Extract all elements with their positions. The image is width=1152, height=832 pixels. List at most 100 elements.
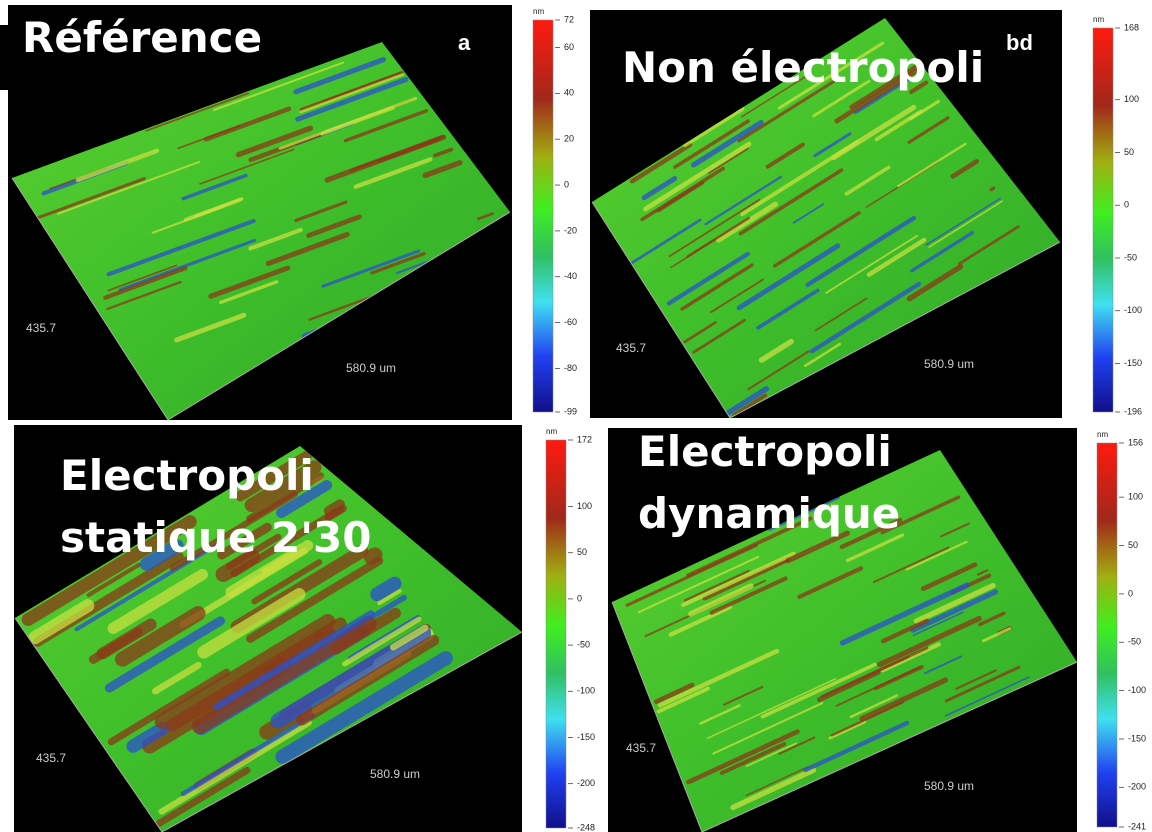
texture-streak xyxy=(805,215,917,287)
texture-streak xyxy=(772,211,861,268)
texture-streak xyxy=(910,589,999,633)
surface xyxy=(592,18,1060,418)
colorbar-tick-label: -100 xyxy=(1128,685,1146,695)
texture-streak xyxy=(629,218,702,265)
colorbar-tick-label: -50 xyxy=(1124,252,1137,262)
texture-streak xyxy=(107,668,231,746)
texture-streak xyxy=(785,530,851,564)
colorbar-tick-label: 0 xyxy=(1128,588,1133,598)
texture-streak xyxy=(118,238,257,292)
axis-label: 435.7 xyxy=(616,341,646,355)
texture-streak xyxy=(716,201,779,243)
axis-edge xyxy=(14,617,523,832)
texture-streak xyxy=(702,556,791,601)
texture-streak xyxy=(758,338,794,363)
texture-streak xyxy=(657,648,780,708)
texture-streak xyxy=(768,496,840,531)
texture-streak xyxy=(208,265,291,299)
colorbar-tick-label: 60 xyxy=(564,42,574,52)
panel-title: Non électropoli xyxy=(622,43,984,92)
texture-streak xyxy=(145,92,250,132)
texture-streak xyxy=(699,704,741,725)
texture-streak xyxy=(797,566,864,599)
texture-streak xyxy=(177,124,241,150)
texture-streak xyxy=(299,73,405,114)
colorbar-tick-label: -60 xyxy=(564,317,577,327)
texture-streak xyxy=(126,721,169,753)
texture-streak xyxy=(686,729,800,785)
colorbar-unit: nm xyxy=(546,427,557,436)
texture-streak xyxy=(828,720,867,740)
texture-streak xyxy=(275,651,453,764)
texture-streak xyxy=(212,61,345,112)
texture-streak xyxy=(880,618,930,644)
texture-streak xyxy=(859,677,949,722)
texture-streak xyxy=(278,96,418,150)
texture-streak xyxy=(976,569,989,576)
colorbar-tick-label: 172 xyxy=(577,434,592,444)
texture-streak xyxy=(643,141,752,212)
texture-streak xyxy=(235,450,313,502)
texture-streak xyxy=(839,517,903,550)
texture-streak xyxy=(36,177,146,220)
texture-streak xyxy=(293,57,387,95)
texture-streak xyxy=(235,125,314,158)
axis-label: 580.9 um xyxy=(346,361,396,375)
texture-streak xyxy=(174,312,247,343)
texture-streak xyxy=(707,147,749,175)
texture-streak xyxy=(910,230,975,273)
texture-streak xyxy=(845,533,905,563)
texture-streak xyxy=(778,736,816,755)
colorbar-tick-label: -20 xyxy=(564,225,577,235)
texture-streak xyxy=(877,615,982,668)
texture-streak xyxy=(803,342,841,368)
colorbar xyxy=(1096,442,1118,828)
texture-streak xyxy=(75,148,160,183)
texture-streak xyxy=(199,148,295,185)
colorbar xyxy=(1092,27,1114,413)
texture-streak xyxy=(777,41,885,110)
texture-streak xyxy=(226,533,282,570)
texture-streak xyxy=(181,173,248,201)
texture-streak xyxy=(944,665,1021,703)
colorbar-tick-label: -241 xyxy=(1128,821,1146,831)
colorbar-tick-label: -150 xyxy=(1124,358,1142,368)
texture-streak xyxy=(215,549,260,582)
axis-label: 580.9 um xyxy=(924,779,974,793)
texture-streak xyxy=(725,386,770,416)
texture-streak xyxy=(792,203,825,224)
texture-streak xyxy=(880,495,961,535)
texture-streak xyxy=(197,588,306,659)
texture-streak xyxy=(730,767,817,811)
texture-streak xyxy=(825,234,918,294)
texture-streak xyxy=(106,218,256,277)
texture-streak xyxy=(180,713,316,797)
texture-streak xyxy=(379,138,440,163)
texture-streak xyxy=(683,321,717,344)
colorbar-tick-label: 40 xyxy=(564,88,574,98)
texture-streak xyxy=(844,165,891,196)
axis-label: 435.7 xyxy=(36,751,66,765)
texture-streak xyxy=(923,655,963,675)
texture-streak xyxy=(950,159,979,179)
texture-streak xyxy=(219,280,279,305)
axis-label: 580.9 um xyxy=(370,767,420,781)
texture-streak xyxy=(154,614,336,729)
texture-streak xyxy=(230,505,344,578)
axis-edge xyxy=(11,177,511,421)
texture-streak xyxy=(803,720,910,773)
texture-streak xyxy=(57,160,201,215)
surface-texture xyxy=(629,41,1020,417)
texture-streak xyxy=(686,216,750,258)
texture-streak xyxy=(738,168,844,236)
texture-streak xyxy=(21,515,197,626)
texture-streak xyxy=(722,685,764,706)
colorbar-tick-label: 100 xyxy=(1128,492,1143,502)
texture-streak xyxy=(370,252,426,275)
colorbar-tick-label: 0 xyxy=(577,593,582,603)
texture-streak xyxy=(866,237,927,277)
texture-streak xyxy=(682,105,745,148)
texture-streak xyxy=(640,166,725,222)
texture-streak xyxy=(183,197,243,222)
texture-streak xyxy=(265,231,350,267)
